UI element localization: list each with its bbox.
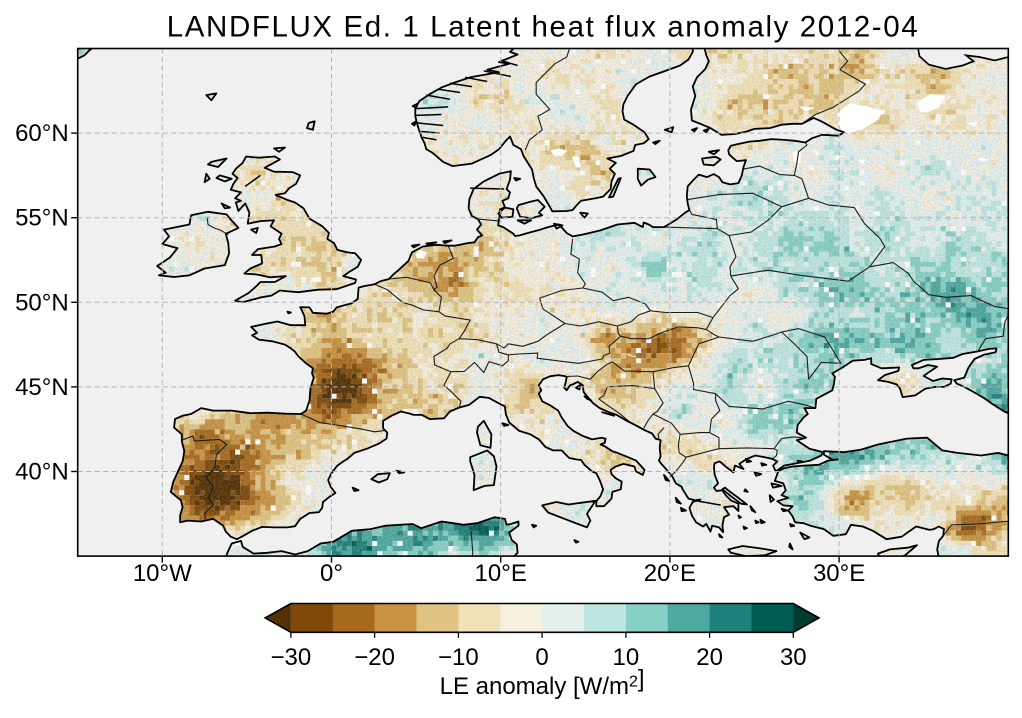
svg-text:−30: −30 xyxy=(271,644,312,671)
svg-text:45°N: 45°N xyxy=(15,374,69,401)
svg-text:20°E: 20°E xyxy=(644,560,696,587)
svg-text:55°N: 55°N xyxy=(15,205,69,232)
svg-text:60°N: 60°N xyxy=(15,120,69,147)
svg-text:50°N: 50°N xyxy=(15,289,69,316)
svg-text:10: 10 xyxy=(613,644,640,671)
svg-text:10°W: 10°W xyxy=(133,560,192,587)
svg-text:−10: −10 xyxy=(438,644,479,671)
svg-text:40°N: 40°N xyxy=(15,459,69,486)
svg-text:30: 30 xyxy=(780,644,807,671)
svg-text:0°: 0° xyxy=(320,560,343,587)
svg-text:30°E: 30°E xyxy=(813,560,865,587)
svg-text:LANDFLUX Ed. 1 Latent heat flu: LANDFLUX Ed. 1 Latent heat flux anomaly … xyxy=(167,11,919,44)
svg-text:−20: −20 xyxy=(354,644,395,671)
svg-text:10°E: 10°E xyxy=(475,560,527,587)
svg-text:0: 0 xyxy=(535,644,548,671)
svg-text:20: 20 xyxy=(696,644,723,671)
